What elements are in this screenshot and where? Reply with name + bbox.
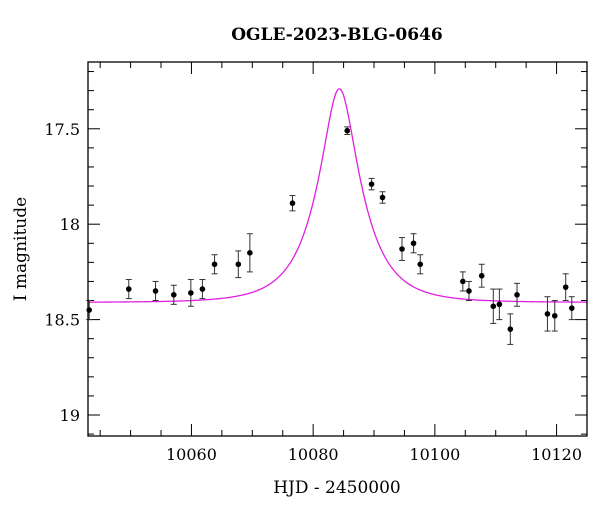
data-point	[410, 240, 417, 247]
data-points	[86, 126, 575, 345]
data-point	[568, 305, 575, 311]
data-point	[368, 181, 375, 187]
data-point	[247, 250, 253, 256]
data-point	[466, 288, 472, 294]
y-tick-label: 18	[60, 215, 80, 234]
plot-frame	[87, 61, 588, 437]
x-axis-label: HJD - 2450000	[273, 478, 401, 498]
x-tick-label: 10080	[288, 445, 339, 464]
y-axis-label: I magnitude	[11, 197, 31, 301]
data-point	[490, 303, 497, 310]
data-point	[199, 286, 206, 292]
data-point	[562, 284, 569, 290]
x-tick-label: 10100	[409, 445, 460, 464]
data-point	[514, 291, 520, 298]
data-point	[211, 261, 218, 268]
data-point	[460, 278, 466, 285]
data-point	[171, 291, 177, 298]
data-point	[399, 246, 405, 252]
data-point	[235, 261, 242, 268]
x-tick-label: 10120	[531, 445, 582, 464]
axis-ticks	[88, 62, 588, 436]
chart-title: OGLE-2023-BLG-0646	[231, 25, 443, 45]
data-point	[507, 326, 514, 332]
data-point	[188, 290, 194, 296]
data-point	[496, 301, 503, 308]
y-tick-label: 17.5	[44, 120, 80, 139]
data-point	[551, 312, 558, 319]
data-point	[289, 200, 296, 207]
data-point	[478, 272, 485, 279]
data-point	[344, 127, 351, 134]
data-point	[417, 261, 424, 268]
x-tick-label: 10060	[166, 445, 217, 464]
data-point	[86, 307, 93, 313]
data-point	[379, 194, 386, 201]
model-curve	[87, 88, 587, 303]
y-tick-label: 18.5	[44, 311, 80, 330]
data-point	[544, 311, 551, 317]
tick-labels: 10060 10080 10100 10120 17.5 18 18.5 19	[44, 120, 582, 464]
data-point	[152, 288, 159, 294]
y-tick-label: 19	[60, 406, 80, 425]
data-point	[125, 286, 132, 292]
